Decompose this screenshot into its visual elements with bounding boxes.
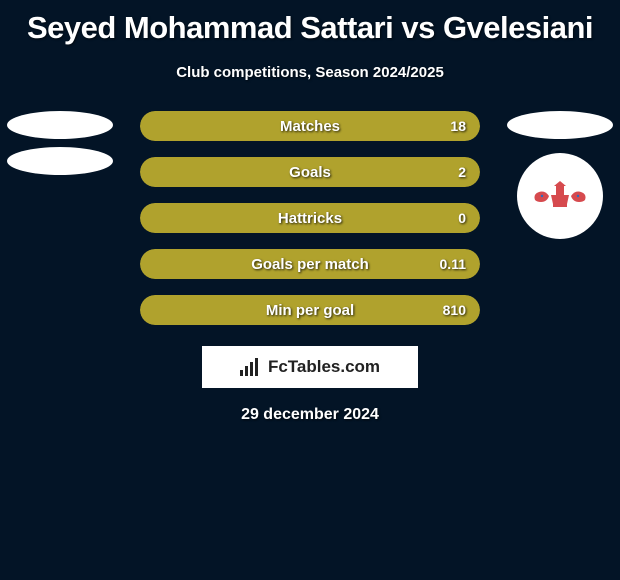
comparison-bars: Matches18 Goals2 Hattricks0 Goals per match… <box>140 111 480 341</box>
left-player-column <box>0 111 120 175</box>
bar-left-value <box>140 295 168 325</box>
bar-label: Hattricks <box>140 203 480 233</box>
bar-left-value <box>140 157 168 187</box>
stat-bar: Matches18 <box>140 111 480 141</box>
watermark: FcTables.com <box>202 346 418 388</box>
page-title: Seyed Mohammad Sattari vs Gvelesiani <box>0 0 620 46</box>
right-club-badge <box>517 153 603 239</box>
bar-left-value <box>140 111 168 141</box>
stat-bar: Hattricks0 <box>140 203 480 233</box>
bars-icon <box>240 358 262 376</box>
right-player-avatar-placeholder <box>507 111 613 139</box>
bar-label: Goals <box>140 157 480 187</box>
bar-label: Matches <box>140 111 480 141</box>
left-player-avatar-placeholder <box>7 111 113 139</box>
left-club-badge-placeholder <box>7 147 113 175</box>
bar-right-value: 2 <box>444 157 480 187</box>
comparison-area: Matches18 Goals2 Hattricks0 Goals per match… <box>0 111 620 326</box>
bar-right-value: 0.11 <box>426 249 480 279</box>
stat-bar: Goals2 <box>140 157 480 187</box>
footer-date: 29 december 2024 <box>0 406 620 424</box>
club-logo-icon <box>531 180 589 212</box>
stat-bar: Goals per match0.11 <box>140 249 480 279</box>
bar-right-value: 18 <box>436 111 480 141</box>
bar-left-value <box>140 203 168 233</box>
bar-right-value: 0 <box>444 203 480 233</box>
watermark-text: FcTables.com <box>268 357 380 377</box>
right-player-column <box>500 111 620 239</box>
bar-left-value <box>140 249 168 279</box>
page-subtitle: Club competitions, Season 2024/2025 <box>0 64 620 81</box>
stat-bar: Min per goal810 <box>140 295 480 325</box>
bar-right-value: 810 <box>429 295 480 325</box>
